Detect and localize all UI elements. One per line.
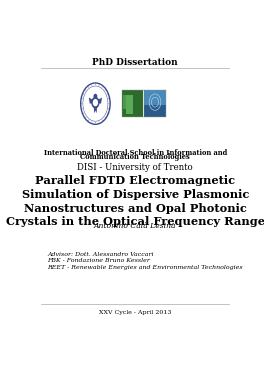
Circle shape bbox=[108, 98, 109, 99]
Circle shape bbox=[108, 108, 109, 109]
Text: Antonino Calà Lesina: Antonino Calà Lesina bbox=[94, 222, 177, 230]
Bar bbox=[123, 95, 132, 109]
Bar bbox=[144, 90, 166, 117]
Circle shape bbox=[83, 113, 84, 114]
Text: REET - Renewable Energies and Environmental Technologies: REET - Renewable Energies and Environmen… bbox=[47, 264, 243, 270]
Circle shape bbox=[88, 87, 89, 88]
Circle shape bbox=[82, 108, 83, 109]
Circle shape bbox=[95, 122, 96, 123]
Text: Advisor: Dott. Alessandro Vaccari: Advisor: Dott. Alessandro Vaccari bbox=[47, 252, 154, 257]
Bar bbox=[122, 90, 143, 117]
Polygon shape bbox=[89, 97, 95, 104]
Circle shape bbox=[93, 99, 98, 106]
Bar bbox=[122, 90, 166, 117]
Text: Parallel FDTD Electromagnetic: Parallel FDTD Electromagnetic bbox=[35, 175, 235, 186]
Circle shape bbox=[91, 97, 100, 109]
Text: Nanostructures and Opal Photonic: Nanostructures and Opal Photonic bbox=[24, 203, 247, 214]
Bar bbox=[144, 90, 166, 105]
Circle shape bbox=[93, 94, 97, 99]
Circle shape bbox=[95, 84, 96, 85]
Text: FBK - Fondazione Bruno Kessler: FBK - Fondazione Bruno Kessler bbox=[47, 258, 150, 263]
Circle shape bbox=[82, 98, 83, 99]
Text: XXV Cycle - April 2013: XXV Cycle - April 2013 bbox=[99, 310, 172, 315]
Text: Communication Technologies: Communication Technologies bbox=[81, 153, 190, 162]
Text: PhD Dissertation: PhD Dissertation bbox=[92, 58, 178, 67]
Text: Simulation of Dispersive Plasmonic: Simulation of Dispersive Plasmonic bbox=[22, 189, 249, 200]
Bar bbox=[126, 95, 133, 115]
Text: DISI - University of Trento: DISI - University of Trento bbox=[78, 163, 193, 172]
Polygon shape bbox=[95, 97, 102, 104]
Text: Crystals in the Optical Frequency Range: Crystals in the Optical Frequency Range bbox=[6, 216, 264, 228]
Text: International Doctoral School in Information and: International Doctoral School in Informa… bbox=[44, 149, 227, 157]
Polygon shape bbox=[94, 106, 97, 113]
